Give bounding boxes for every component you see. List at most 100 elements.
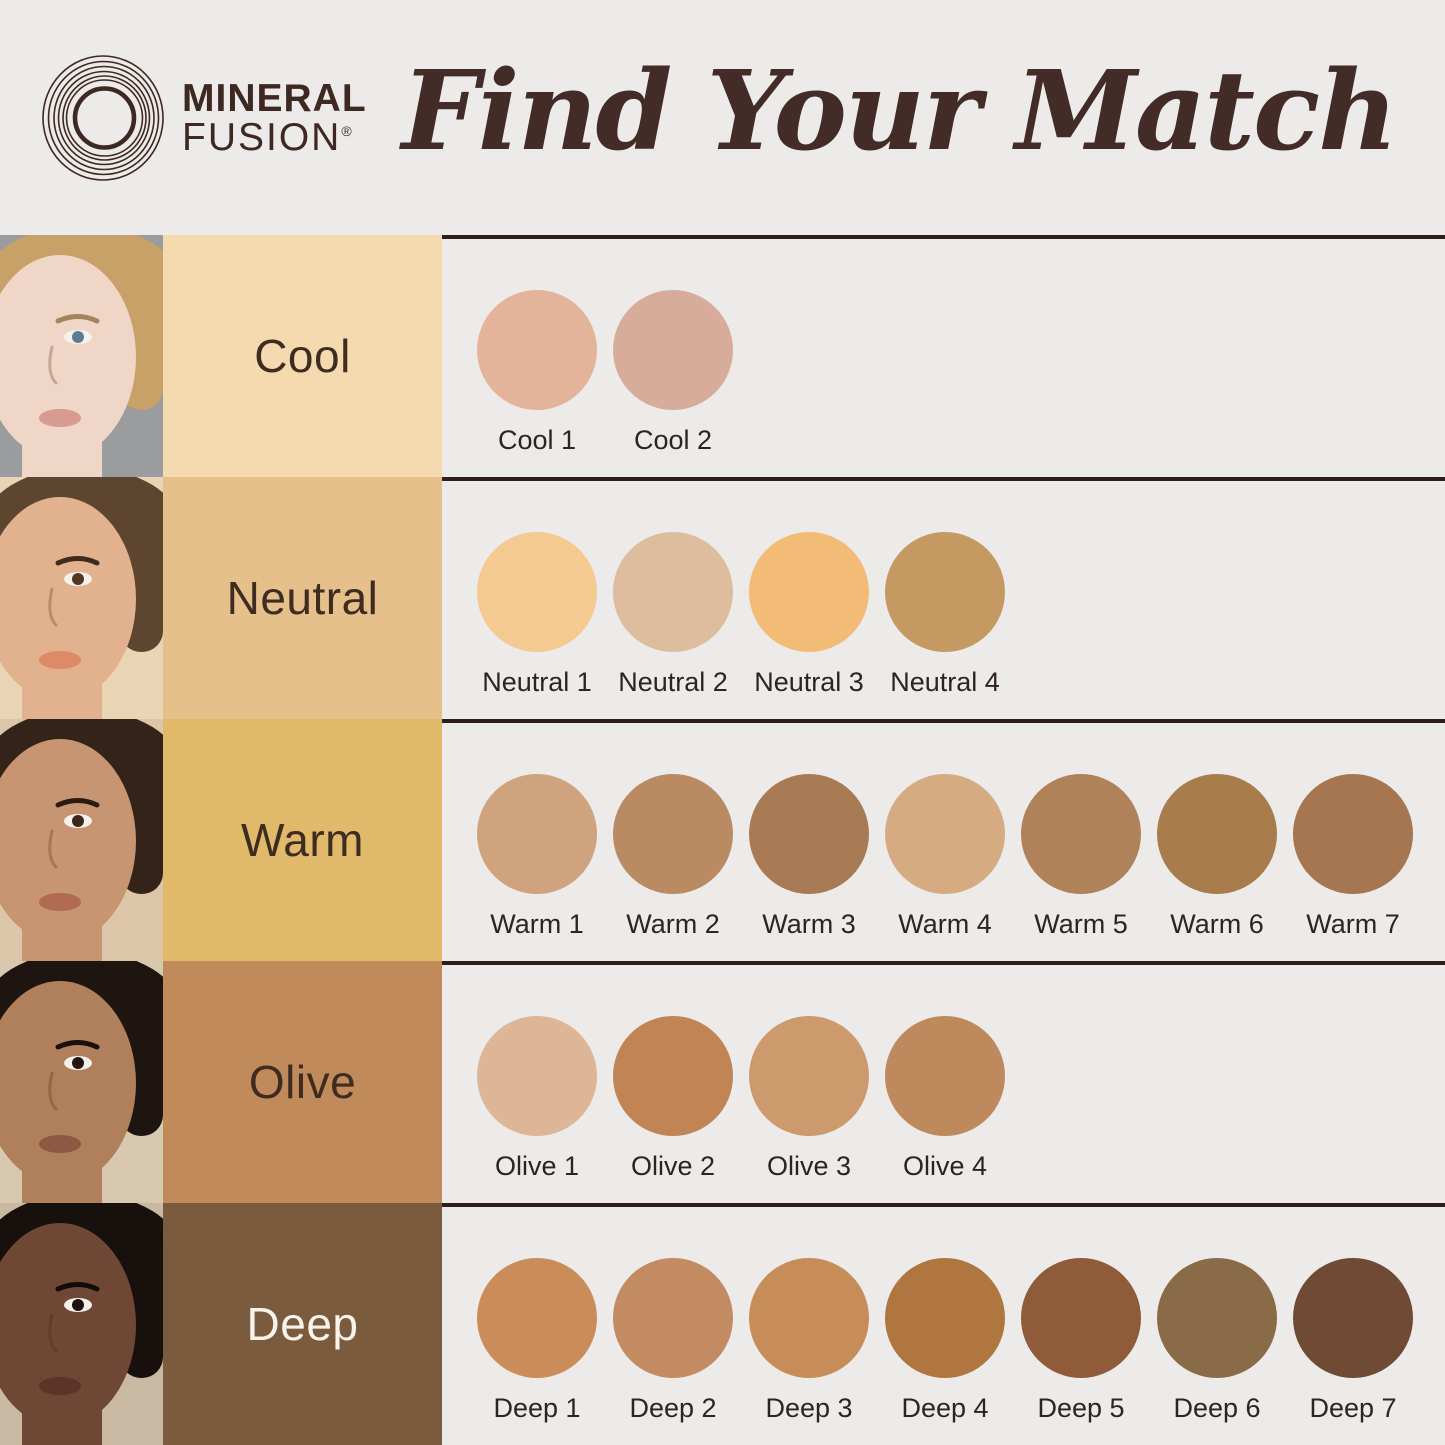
shade-family-label-box-3: Olive bbox=[163, 961, 442, 1203]
shade-row-2: Warm Warm 1 Warm 2 Warm 3 bbox=[0, 719, 1445, 961]
eyebrow bbox=[55, 798, 100, 808]
swatch-area-2: Warm 1 Warm 2 Warm 3 Warm 4 bbox=[442, 719, 1445, 961]
shade-color-dot bbox=[1293, 1258, 1413, 1378]
shade-name: Cool 2 bbox=[633, 425, 713, 455]
shade-color-dot bbox=[1293, 774, 1413, 894]
swatch-area-0: Cool 1 Cool 2 bbox=[442, 235, 1445, 477]
shade-name: Warm 4 bbox=[898, 909, 992, 939]
shade-name: Warm 6 bbox=[1170, 909, 1264, 939]
lips bbox=[39, 651, 81, 669]
lips bbox=[39, 1135, 81, 1153]
eye-iris bbox=[72, 573, 84, 585]
shade-name: Olive 2 bbox=[630, 1151, 716, 1181]
header: MINERAL FUSION® Find Your Match bbox=[0, 0, 1445, 235]
swatch-0-0: Cool 1 bbox=[477, 290, 597, 456]
swatch-2-5: Warm 6 bbox=[1157, 774, 1277, 940]
eye-iris bbox=[72, 1299, 84, 1311]
swatch-4-6: Deep 7 bbox=[1293, 1258, 1413, 1424]
swatch-4-0: Deep 1 bbox=[477, 1258, 597, 1424]
swatch-2-2: Warm 3 bbox=[749, 774, 869, 940]
shade-color-dot bbox=[477, 1258, 597, 1378]
shade-family-label-box-2: Warm bbox=[163, 719, 442, 961]
model-face-photo-3 bbox=[0, 961, 163, 1203]
swatch-3-0: Olive 1 bbox=[477, 1016, 597, 1182]
shade-color-dot bbox=[1021, 774, 1141, 894]
brand-word-fusion: FUSION® bbox=[182, 115, 354, 159]
row-divider-line bbox=[442, 719, 1445, 723]
swatch-2-1: Warm 2 bbox=[613, 774, 733, 940]
model-face-photo-2 bbox=[0, 719, 163, 961]
shade-color-dot bbox=[477, 532, 597, 652]
shade-name: Deep 6 bbox=[1173, 1393, 1261, 1423]
eyebrow bbox=[55, 556, 100, 566]
shade-row-3: Olive Olive 1 Olive 2 Olive 3 bbox=[0, 961, 1445, 1203]
shade-family-label-box-0: Cool bbox=[163, 235, 442, 477]
shade-color-dot bbox=[1157, 1258, 1277, 1378]
shade-name: Warm 3 bbox=[762, 909, 856, 939]
shade-color-dot bbox=[749, 1016, 869, 1136]
shade-row-4: Deep Deep 1 Deep 2 Deep 3 bbox=[0, 1203, 1445, 1445]
row-divider-line bbox=[442, 235, 1445, 239]
swatch-2-0: Warm 1 bbox=[477, 774, 597, 940]
shade-name: Neutral 3 bbox=[754, 667, 864, 697]
row-divider-line bbox=[442, 477, 1445, 481]
shade-row-1: Neutral Neutral 1 Neutral 2 Neutral 3 bbox=[0, 477, 1445, 719]
shade-color-dot bbox=[477, 1016, 597, 1136]
shade-color-dot bbox=[885, 774, 1005, 894]
lips bbox=[39, 1377, 81, 1395]
shade-name: Deep 7 bbox=[1309, 1393, 1397, 1423]
face-skin bbox=[0, 981, 136, 1185]
shade-color-dot bbox=[477, 290, 597, 410]
shade-name: Neutral 2 bbox=[618, 667, 728, 697]
face-skin bbox=[0, 497, 136, 701]
swatch-2-4: Warm 5 bbox=[1021, 774, 1141, 940]
row-divider-line bbox=[442, 961, 1445, 965]
shade-name: Warm 7 bbox=[1306, 909, 1400, 939]
shade-family-label-box-1: Neutral bbox=[163, 477, 442, 719]
shade-name: Cool 1 bbox=[497, 425, 577, 455]
shade-name: Olive 1 bbox=[494, 1151, 580, 1181]
swatch-4-3: Deep 4 bbox=[885, 1258, 1005, 1424]
registered-mark: ® bbox=[341, 122, 354, 139]
eye-iris bbox=[72, 815, 84, 827]
eye-iris bbox=[72, 331, 84, 343]
brand-wordmark: MINERAL FUSION® bbox=[182, 79, 367, 157]
swatch-area-3: Olive 1 Olive 2 Olive 3 Olive 4 bbox=[442, 961, 1445, 1203]
face-skin bbox=[0, 1223, 136, 1427]
brand-logo: MINERAL FUSION® bbox=[40, 53, 367, 183]
model-face-photo-4 bbox=[0, 1203, 163, 1445]
swatch-4-1: Deep 2 bbox=[613, 1258, 733, 1424]
mineral-fusion-logo-icon bbox=[42, 54, 164, 181]
shade-name: Deep 3 bbox=[765, 1393, 853, 1423]
shade-family-label: Olive bbox=[248, 1056, 357, 1108]
shade-color-dot bbox=[1021, 1258, 1141, 1378]
shade-color-dot bbox=[613, 1258, 733, 1378]
shade-color-dot bbox=[613, 774, 733, 894]
nose-shadow bbox=[48, 829, 58, 869]
shade-family-label-box-4: Deep bbox=[163, 1203, 442, 1445]
shade-row-0: Cool Cool 1 Cool 2 bbox=[0, 235, 1445, 477]
model-face-photo-1 bbox=[0, 477, 163, 719]
swatch-2-3: Warm 4 bbox=[885, 774, 1005, 940]
swatch-3-2: Olive 3 bbox=[749, 1016, 869, 1182]
shade-family-label: Warm bbox=[241, 814, 364, 866]
swatch-2-6: Warm 7 bbox=[1293, 774, 1413, 940]
shade-name: Warm 2 bbox=[626, 909, 720, 939]
shade-family-label: Neutral bbox=[226, 572, 379, 624]
shade-color-dot bbox=[885, 1258, 1005, 1378]
swatch-4-5: Deep 6 bbox=[1157, 1258, 1277, 1424]
page-title: Find Your Match bbox=[401, 46, 1398, 175]
shade-color-dot bbox=[749, 532, 869, 652]
swatch-0-1: Cool 2 bbox=[613, 290, 733, 456]
shade-name: Neutral 1 bbox=[482, 667, 592, 697]
nose-shadow bbox=[48, 345, 58, 385]
shade-color-dot bbox=[885, 532, 1005, 652]
swatch-1-3: Neutral 4 bbox=[885, 532, 1005, 698]
row-divider-line bbox=[442, 1203, 1445, 1207]
shade-color-dot bbox=[613, 290, 733, 410]
nose-shadow bbox=[48, 587, 58, 627]
shade-name: Deep 4 bbox=[901, 1393, 989, 1423]
lips bbox=[39, 893, 81, 911]
shade-color-dot bbox=[749, 774, 869, 894]
shade-family-label: Deep bbox=[246, 1298, 359, 1350]
